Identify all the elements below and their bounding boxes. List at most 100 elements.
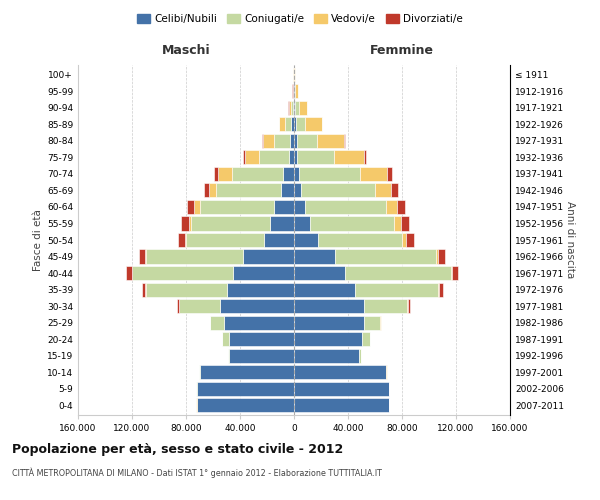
- Text: Femmine: Femmine: [370, 44, 434, 57]
- Y-axis label: Fasce di età: Fasce di età: [33, 209, 43, 271]
- Bar: [294, 101, 295, 115]
- Bar: [233, 266, 294, 280]
- Bar: [294, 184, 301, 198]
- Bar: [438, 250, 445, 264]
- Bar: [296, 118, 305, 132]
- Bar: [294, 332, 361, 346]
- Bar: [294, 167, 299, 181]
- Bar: [227, 282, 294, 296]
- Bar: [294, 250, 335, 264]
- Bar: [294, 150, 298, 164]
- Bar: [262, 134, 263, 148]
- Text: CITTÀ METROPOLITANA DI MILANO - Dati ISTAT 1° gennaio 2012 - Elaborazione TUTTIT: CITTÀ METROPOLITANA DI MILANO - Dati IST…: [12, 468, 382, 478]
- Bar: [214, 167, 218, 181]
- Bar: [319, 233, 402, 247]
- Bar: [401, 216, 409, 230]
- Bar: [380, 316, 382, 330]
- Bar: [220, 299, 294, 313]
- Bar: [361, 332, 370, 346]
- Bar: [294, 134, 296, 148]
- Bar: [394, 216, 401, 230]
- Bar: [294, 382, 389, 396]
- Bar: [223, 332, 229, 346]
- Bar: [293, 101, 294, 115]
- Bar: [294, 266, 346, 280]
- Bar: [294, 398, 389, 412]
- Bar: [203, 184, 209, 198]
- Bar: [346, 266, 451, 280]
- Bar: [139, 250, 145, 264]
- Bar: [290, 101, 293, 115]
- Bar: [270, 216, 294, 230]
- Bar: [292, 118, 294, 132]
- Bar: [209, 316, 210, 330]
- Bar: [364, 150, 365, 164]
- Bar: [296, 134, 317, 148]
- Bar: [452, 266, 458, 280]
- Bar: [301, 184, 375, 198]
- Bar: [289, 101, 290, 115]
- Bar: [317, 134, 344, 148]
- Bar: [187, 200, 194, 214]
- Bar: [294, 316, 364, 330]
- Bar: [294, 216, 310, 230]
- Bar: [177, 299, 179, 313]
- Bar: [294, 118, 296, 132]
- Bar: [284, 118, 292, 132]
- Bar: [232, 167, 283, 181]
- Bar: [188, 216, 191, 230]
- Bar: [294, 282, 355, 296]
- Bar: [360, 167, 387, 181]
- Bar: [259, 150, 289, 164]
- Bar: [145, 250, 242, 264]
- Bar: [279, 118, 284, 132]
- Bar: [283, 167, 294, 181]
- Bar: [181, 216, 188, 230]
- Bar: [289, 150, 294, 164]
- Bar: [407, 299, 410, 313]
- Bar: [244, 150, 245, 164]
- Bar: [228, 348, 229, 362]
- Bar: [199, 200, 274, 214]
- Bar: [359, 348, 361, 362]
- Bar: [191, 216, 270, 230]
- Bar: [290, 134, 294, 148]
- Bar: [245, 150, 259, 164]
- Bar: [299, 167, 360, 181]
- Bar: [242, 250, 294, 264]
- Bar: [402, 233, 406, 247]
- Bar: [386, 200, 397, 214]
- Bar: [305, 118, 322, 132]
- Bar: [216, 184, 281, 198]
- Bar: [132, 266, 233, 280]
- Bar: [364, 299, 407, 313]
- Bar: [294, 233, 319, 247]
- Bar: [197, 382, 294, 396]
- Bar: [406, 233, 414, 247]
- Bar: [281, 184, 294, 198]
- Bar: [310, 216, 394, 230]
- Bar: [295, 101, 299, 115]
- Bar: [344, 134, 346, 148]
- Bar: [178, 233, 185, 247]
- Bar: [146, 282, 227, 296]
- Text: Popolazione per età, sesso e stato civile - 2012: Popolazione per età, sesso e stato civil…: [12, 442, 343, 456]
- Bar: [451, 266, 452, 280]
- Bar: [126, 266, 131, 280]
- Bar: [294, 348, 359, 362]
- Bar: [199, 365, 294, 379]
- Bar: [142, 282, 145, 296]
- Bar: [263, 134, 274, 148]
- Bar: [391, 184, 398, 198]
- Bar: [197, 398, 294, 412]
- Text: Maschi: Maschi: [161, 44, 211, 57]
- Bar: [224, 316, 294, 330]
- Bar: [274, 134, 290, 148]
- Bar: [229, 332, 294, 346]
- Bar: [218, 167, 232, 181]
- Bar: [229, 348, 294, 362]
- Bar: [294, 365, 386, 379]
- Bar: [265, 233, 294, 247]
- Bar: [439, 282, 443, 296]
- Bar: [355, 282, 439, 296]
